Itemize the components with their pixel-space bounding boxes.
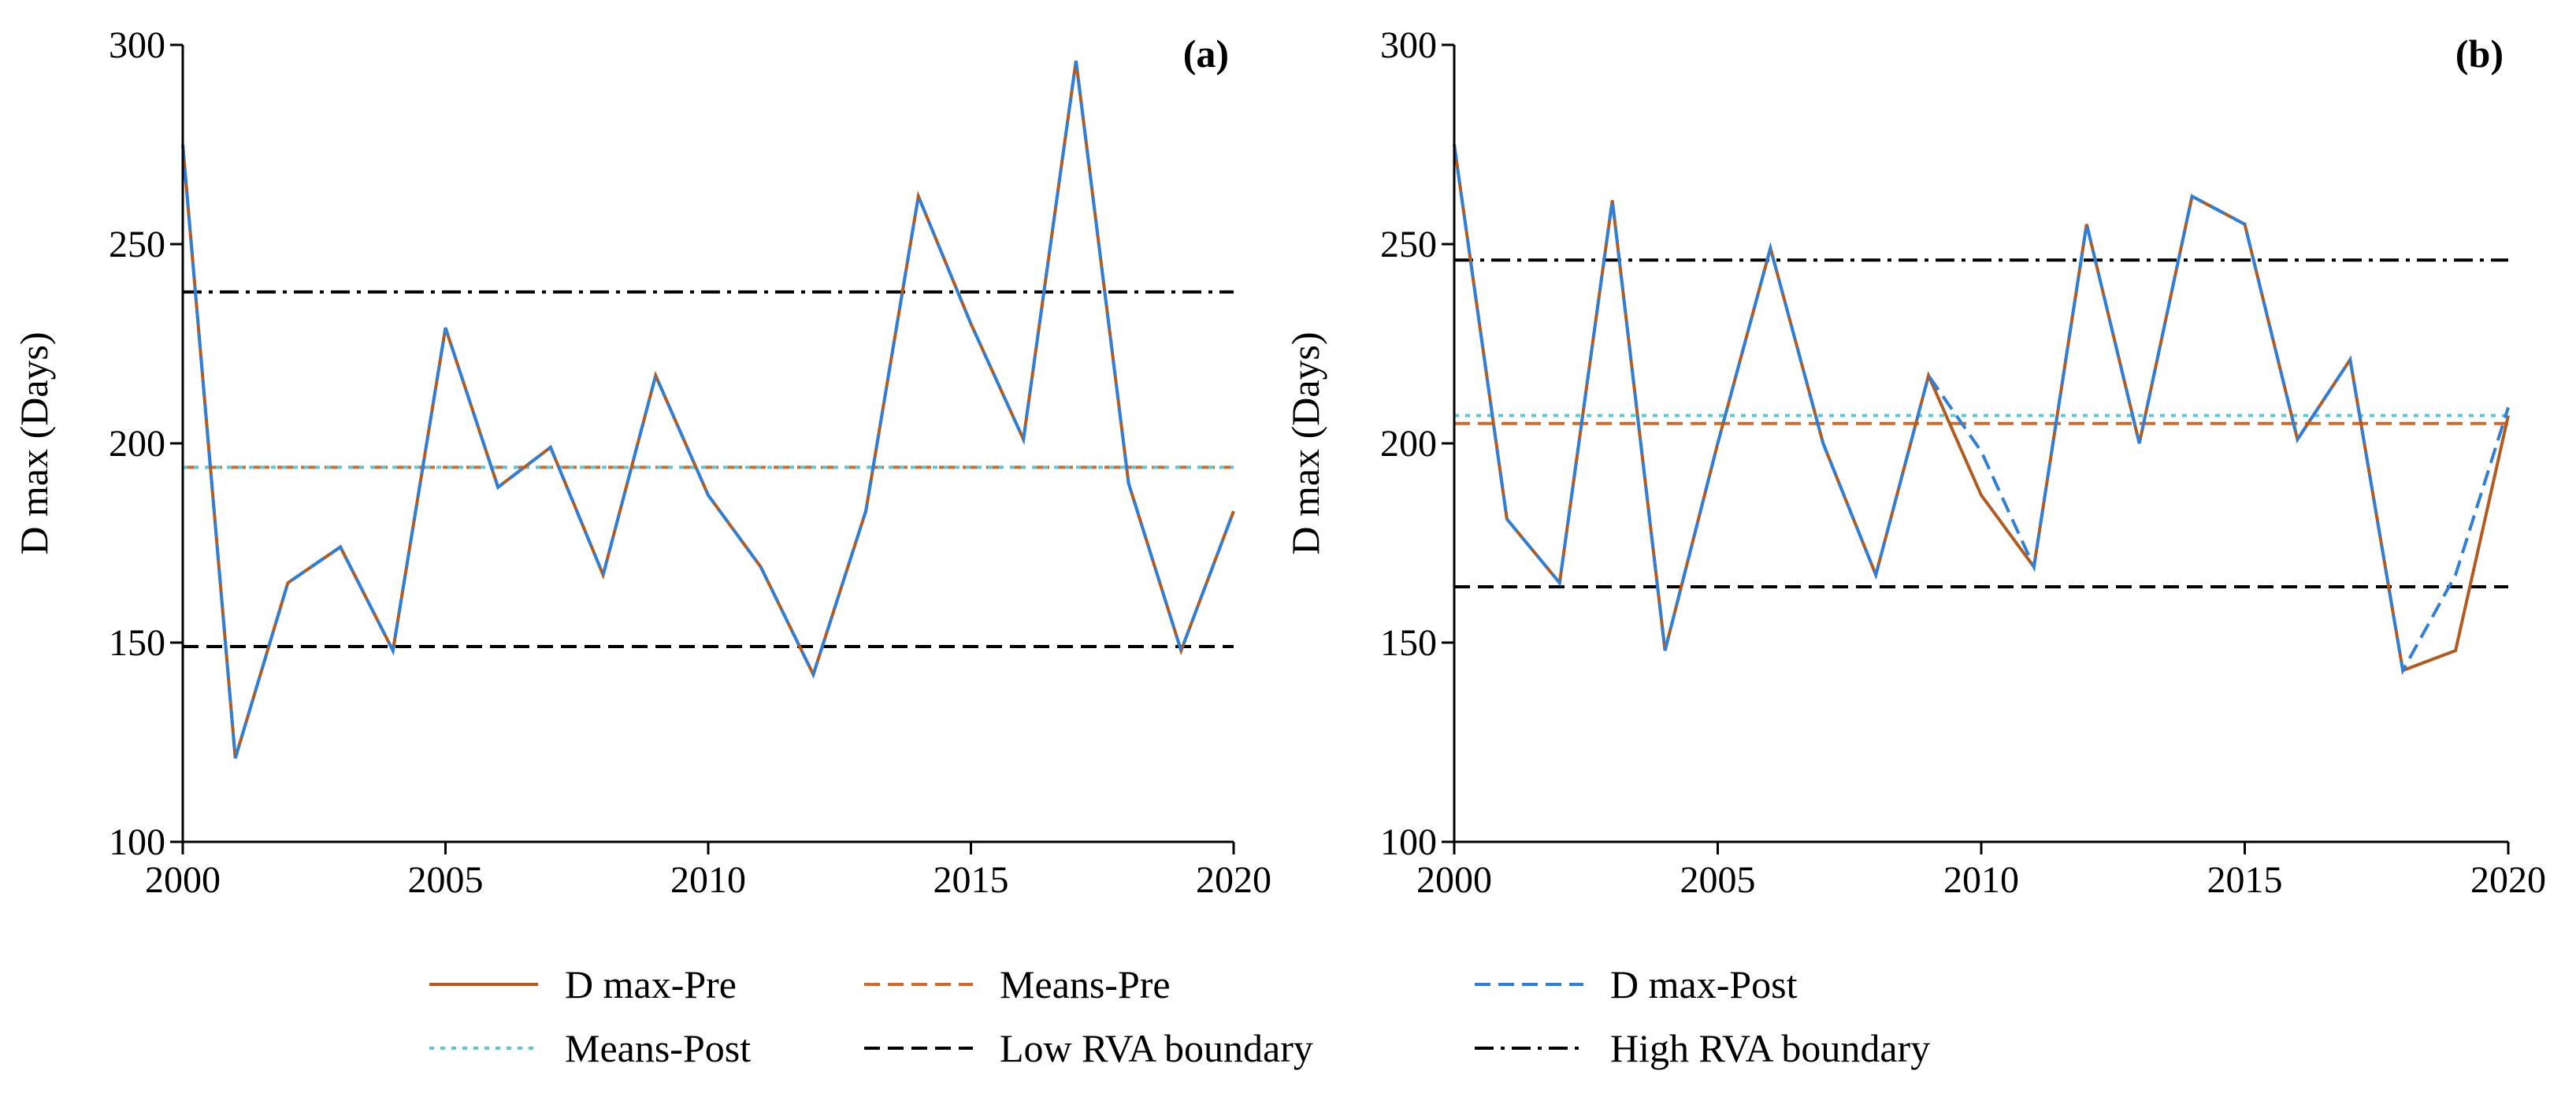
legend-label: Low RVA boundary: [1000, 1026, 1313, 1070]
x-tick-label: 2005: [1680, 859, 1756, 901]
series-dmax-pre: [181, 60, 1235, 759]
legend: D max-Pre Means-Pre D max-Post Means-Post Lo…: [429, 962, 1930, 1070]
x-tick-label: 2000: [1416, 859, 1492, 901]
x-tick-label: 2000: [145, 859, 221, 901]
y-tick-label: 250: [1380, 224, 1437, 265]
legend-label: D max-Pre: [565, 962, 737, 1006]
legend-label: D max-Post: [1610, 962, 1798, 1006]
y-axis-label: D max (Days): [12, 332, 56, 554]
y-tick-label: 150: [109, 622, 165, 664]
y-tick-label: 100: [109, 821, 165, 863]
legend-label: Means-Post: [565, 1026, 751, 1070]
legend-label: High RVA boundary: [1610, 1026, 1930, 1070]
x-tick-label: 2010: [670, 859, 746, 901]
panel-label: (b): [2455, 32, 2504, 76]
y-tick-label: 200: [1380, 423, 1437, 465]
legend-label: Means-Pre: [1000, 962, 1171, 1006]
x-tick-label: 2020: [1196, 859, 1271, 901]
y-tick-label: 200: [109, 423, 165, 465]
series-dmax-post: [181, 60, 1235, 759]
y-tick-label: 300: [109, 24, 165, 66]
panel-label: (a): [1183, 32, 1229, 76]
x-tick-label: 2015: [934, 859, 1009, 901]
series-dmax-post: [1453, 144, 2510, 676]
x-tick-label: 2010: [1943, 859, 2019, 901]
y-tick-label: 300: [1380, 24, 1437, 66]
panel-a: 100 150 200 250 300 2000 2005 2010 2015 2020 D max…: [12, 24, 1271, 901]
y-tick-label: 250: [109, 224, 165, 265]
series-dmax-pre: [1453, 144, 2510, 673]
x-tick-label: 2005: [408, 859, 484, 901]
x-tick-label: 2015: [2207, 859, 2283, 901]
panel-b: 100 150 200 250 300 2000 2005 2010 2015 2020 D max…: [1283, 24, 2546, 901]
y-axis-label: D max (Days): [1283, 332, 1327, 554]
y-tick-label: 150: [1380, 622, 1437, 664]
x-tick-label: 2020: [2470, 859, 2546, 901]
y-tick-label: 100: [1380, 821, 1437, 863]
